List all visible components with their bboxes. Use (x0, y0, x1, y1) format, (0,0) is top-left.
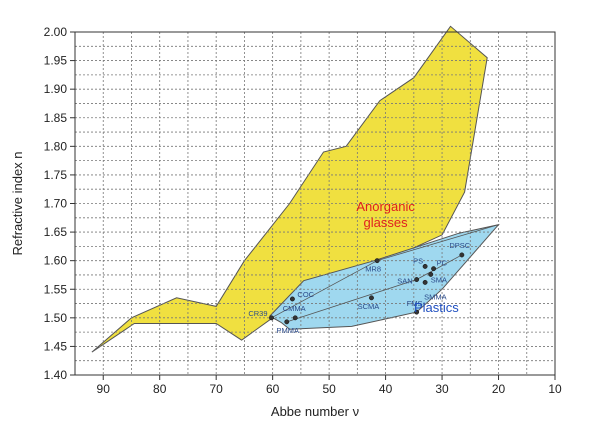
point-pmma (284, 319, 290, 325)
x-tick-label: 90 (97, 382, 111, 396)
y-tick-label: 2.00 (44, 25, 68, 39)
region-0-label: glasses (364, 215, 409, 230)
point-label-san: SAN (397, 277, 412, 286)
y-tick-label: 1.50 (44, 311, 68, 325)
point-label-fms: FMS (407, 299, 423, 308)
point-label-pmma: PMMA (277, 326, 300, 335)
point-label-coc: COC (297, 290, 314, 299)
y-tick-label: 1.75 (44, 168, 68, 182)
x-tick-label: 70 (209, 382, 223, 396)
point-label-dpsc: DPSC (449, 241, 470, 250)
point-fms (414, 309, 420, 315)
x-tick-label: 80 (153, 382, 167, 396)
connector-line (286, 279, 417, 323)
points-layer: CR39 COC CMMA PMMA MR8 SCMA SAN PS PC SMA SMMA DPSC… (248, 241, 470, 335)
point-coc (289, 296, 295, 302)
x-tick-label: 30 (435, 382, 449, 396)
y-axis-title: Refractive index n (10, 151, 25, 255)
point-label-cmma: CMMA (283, 304, 306, 313)
point-label-scma: SCMA (358, 302, 380, 311)
x-tick-label: 50 (322, 382, 336, 396)
x-tick-label: 10 (548, 382, 562, 396)
point-dpsc (459, 252, 465, 258)
point-label-smma: SMMA (424, 292, 447, 301)
point-cmma (292, 315, 298, 321)
point-sma (428, 271, 434, 277)
point-smma (422, 279, 428, 285)
y-tick-label: 1.80 (44, 139, 68, 153)
x-tick-label: 60 (266, 382, 280, 396)
point-label-ps: PS (413, 256, 423, 265)
point-pc (431, 266, 437, 272)
y-tick-label: 1.95 (44, 54, 68, 68)
y-tick-label: 1.60 (44, 254, 68, 268)
y-tick-label: 1.65 (44, 225, 68, 239)
connector-line (271, 260, 378, 319)
y-tick-label: 1.85 (44, 111, 68, 125)
point-mr8 (374, 258, 380, 264)
y-axis-ticks: 2.00 1.95 1.90 1.85 1.80 1.75 1.70 1.65 1.60 1.55… (44, 25, 75, 382)
y-tick-label: 1.90 (44, 82, 68, 96)
x-axis-title: Abbe number ν (271, 404, 359, 419)
x-axis-ticks: 90 80 70 60 50 40 30 20 10 (97, 375, 562, 396)
point-label-mr8: MR8 (365, 265, 381, 274)
point-ps (422, 263, 428, 269)
x-tick-label: 40 (379, 382, 393, 396)
x-tick-label: 20 (492, 382, 506, 396)
point-label-pc: PC (437, 259, 448, 268)
point-scma (369, 295, 374, 301)
plot-area: CR39 COC CMMA PMMA MR8 SCMA SAN PS PC SMA SMMA DPSC… (75, 25, 555, 375)
y-tick-label: 1.70 (44, 197, 68, 211)
connector-line (416, 254, 463, 280)
grid-layer (75, 32, 555, 375)
region-0-area (91, 25, 488, 353)
point-cr39 (269, 315, 274, 321)
y-tick-label: 1.40 (44, 368, 68, 382)
region-1-label: Plastics (414, 300, 459, 315)
point-label-cr39: CR39 (248, 309, 267, 318)
connector-line (377, 224, 499, 262)
y-tick-label: 1.55 (44, 282, 68, 296)
point-label-sma: SMA (431, 275, 447, 284)
y-tick-label: 1.45 (44, 339, 68, 353)
region-0-label: Anorganic (356, 199, 415, 214)
regions-layer (91, 25, 500, 353)
point-san (414, 277, 420, 282)
